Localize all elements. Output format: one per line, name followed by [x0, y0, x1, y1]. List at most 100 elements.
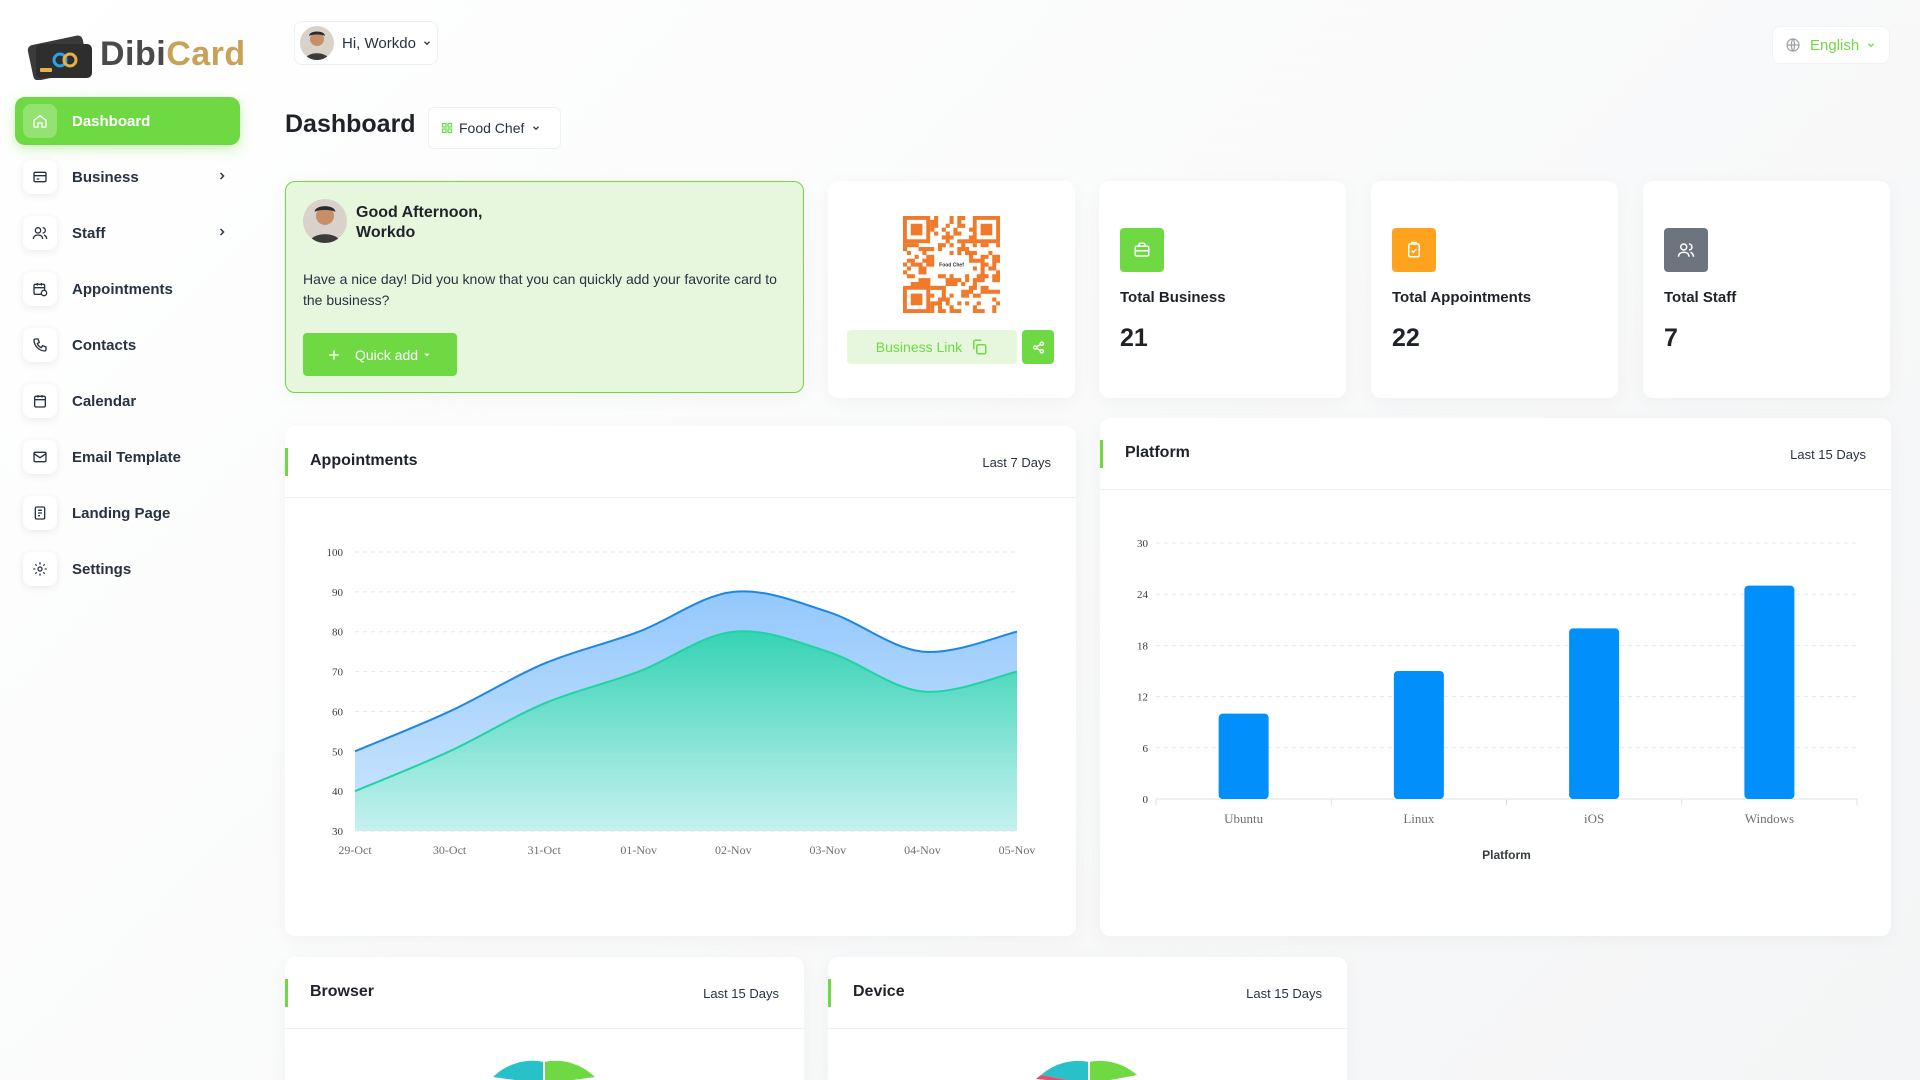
plus-icon: [329, 349, 339, 360]
qr-caption: Food Chef: [939, 263, 964, 269]
browser-chart-card: Browser Last 15 Days: [285, 957, 804, 1080]
x-tick-label: 29-Oct: [338, 843, 372, 857]
platform-chart-card: Platform Last 15 Days 0 6 12 18 24 30 Ubuntu Li…: [1100, 418, 1891, 936]
language-label: English: [1810, 36, 1860, 54]
x-tick-label: 04-Nov: [904, 843, 941, 857]
language-selector[interactable]: English: [1772, 26, 1890, 64]
sidebar-item-settings[interactable]: Settings: [15, 545, 240, 593]
pie-slice: [1041, 1060, 1089, 1080]
sidebar-item-label: Business: [72, 168, 139, 186]
briefcase-icon: [1120, 228, 1164, 272]
series-line: [354, 630, 1018, 793]
sidebar-item-email-template[interactable]: Email Template: [15, 433, 240, 481]
y-tick-label: 60: [332, 706, 344, 718]
qr-finder: [972, 216, 1000, 244]
chart-header: Platform Last 15 Days: [1100, 418, 1891, 490]
sidebar-item-label: Dashboard: [72, 112, 151, 130]
x-tick-label: 31-Oct: [527, 843, 561, 857]
y-tick-label: 90: [332, 587, 344, 599]
quick-add-button[interactable]: Quick add: [303, 333, 457, 376]
chart-header: Device Last 15 Days: [828, 957, 1347, 1029]
y-tick-label: 18: [1137, 640, 1149, 652]
phone-icon: [23, 328, 57, 362]
y-tick-label: 12: [1137, 692, 1148, 704]
business-select-value: Food Chef: [459, 120, 525, 136]
greeting-name: Workdo: [356, 224, 416, 241]
qr-finder: [903, 285, 931, 313]
chevron-down-icon: [1868, 43, 1875, 48]
business-card-icon: [23, 160, 57, 194]
chart-header: Browser Last 15 Days: [285, 957, 804, 1029]
device-chart-card: Device Last 15 Days: [828, 957, 1347, 1080]
qr-card: Food Chef Business Link: [828, 181, 1075, 398]
area-fill: [355, 631, 1017, 831]
welcome-greeting: Good Afternoon, Workdo: [356, 203, 483, 243]
brand-logo[interactable]: DibiCard: [26, 28, 246, 80]
caret-down-icon: [424, 353, 430, 357]
chevron-down-icon: [533, 126, 540, 131]
globe-icon: [1786, 38, 1800, 52]
x-tick-label: Ubuntu: [1224, 811, 1264, 826]
pie-slice: [1089, 1060, 1137, 1080]
sidebar-item-calendar[interactable]: Calendar: [15, 377, 240, 425]
avatar: [300, 26, 334, 60]
sidebar-item-appointments[interactable]: Appointments: [15, 265, 240, 313]
stat-total-business: Total Business 21: [1099, 181, 1346, 398]
sidebar-item-dashboard[interactable]: Dashboard: [15, 97, 240, 145]
device-pie-chart: [1036, 1060, 1137, 1080]
sidebar-item-label: Landing Page: [72, 504, 171, 522]
business-link-label: Business Link: [875, 339, 963, 355]
header-accent-bar: [828, 979, 831, 1007]
header-accent-bar: [285, 448, 288, 476]
bar-ubuntu: [1218, 713, 1269, 799]
y-tick-label: 6: [1143, 743, 1149, 755]
chart-title: Appointments: [310, 452, 418, 469]
x-tick-label: 03-Nov: [810, 843, 847, 857]
business-link-button[interactable]: Business Link: [847, 330, 1017, 364]
x-axis-label: Platform: [1482, 848, 1531, 862]
sidebar-item-label: Calendar: [72, 392, 137, 410]
stat-label: Total Business: [1120, 289, 1226, 306]
chart-range: Last 15 Days: [1790, 447, 1866, 462]
sidebar-item-label: Settings: [72, 560, 132, 578]
page-title: Dashboard: [285, 110, 416, 138]
x-tick-label: Windows: [1745, 811, 1794, 826]
sidebar: DibiCard Dashboard Business Staff: [0, 0, 258, 1080]
user-menu[interactable]: Hi, Workdo: [294, 21, 438, 65]
home-icon: [23, 104, 57, 138]
gear-icon: [23, 552, 57, 586]
chart-title: Device: [853, 983, 905, 1000]
pie-slice: [493, 1060, 544, 1080]
bar-linux: [1393, 671, 1444, 799]
stat-label: Total Appointments: [1392, 289, 1532, 306]
stat-value: 7: [1664, 324, 1678, 352]
mail-icon: [23, 440, 57, 474]
brand-name: DibiCard: [100, 34, 246, 73]
sidebar-item-business[interactable]: Business: [15, 153, 240, 201]
business-select[interactable]: Food Chef: [428, 107, 561, 149]
x-tick-label: 01-Nov: [620, 843, 657, 857]
share-button[interactable]: [1022, 330, 1054, 364]
calendar-icon: [23, 384, 57, 418]
chart-title: Platform: [1125, 444, 1190, 461]
share-icon: [1032, 340, 1044, 354]
chevron-right-icon: [219, 172, 225, 180]
sidebar-item-contacts[interactable]: Contacts: [15, 321, 240, 369]
welcome-message: Have a nice day! Did you know that you c…: [303, 271, 777, 308]
bar-ios: [1569, 628, 1620, 799]
calendar-clock-icon: [23, 272, 57, 306]
chevron-right-icon: [219, 228, 225, 236]
stat-value: 22: [1392, 324, 1420, 352]
series-line: [354, 590, 1018, 753]
card-logo-icon: [27, 35, 92, 80]
sidebar-item-staff[interactable]: Staff: [15, 209, 240, 257]
y-tick-label: 80: [332, 627, 344, 639]
sidebar-item-landing-page[interactable]: Landing Page: [15, 489, 240, 537]
chevron-down-icon: [423, 41, 430, 46]
users-icon: [23, 216, 57, 250]
chart-range: Last 7 Days: [982, 455, 1051, 470]
header-accent-bar: [285, 979, 288, 1007]
greeting-line: Good Afternoon,: [356, 204, 483, 221]
x-tick-label: 02-Nov: [715, 843, 752, 857]
qr-code[interactable]: Food Chef: [903, 216, 1000, 313]
